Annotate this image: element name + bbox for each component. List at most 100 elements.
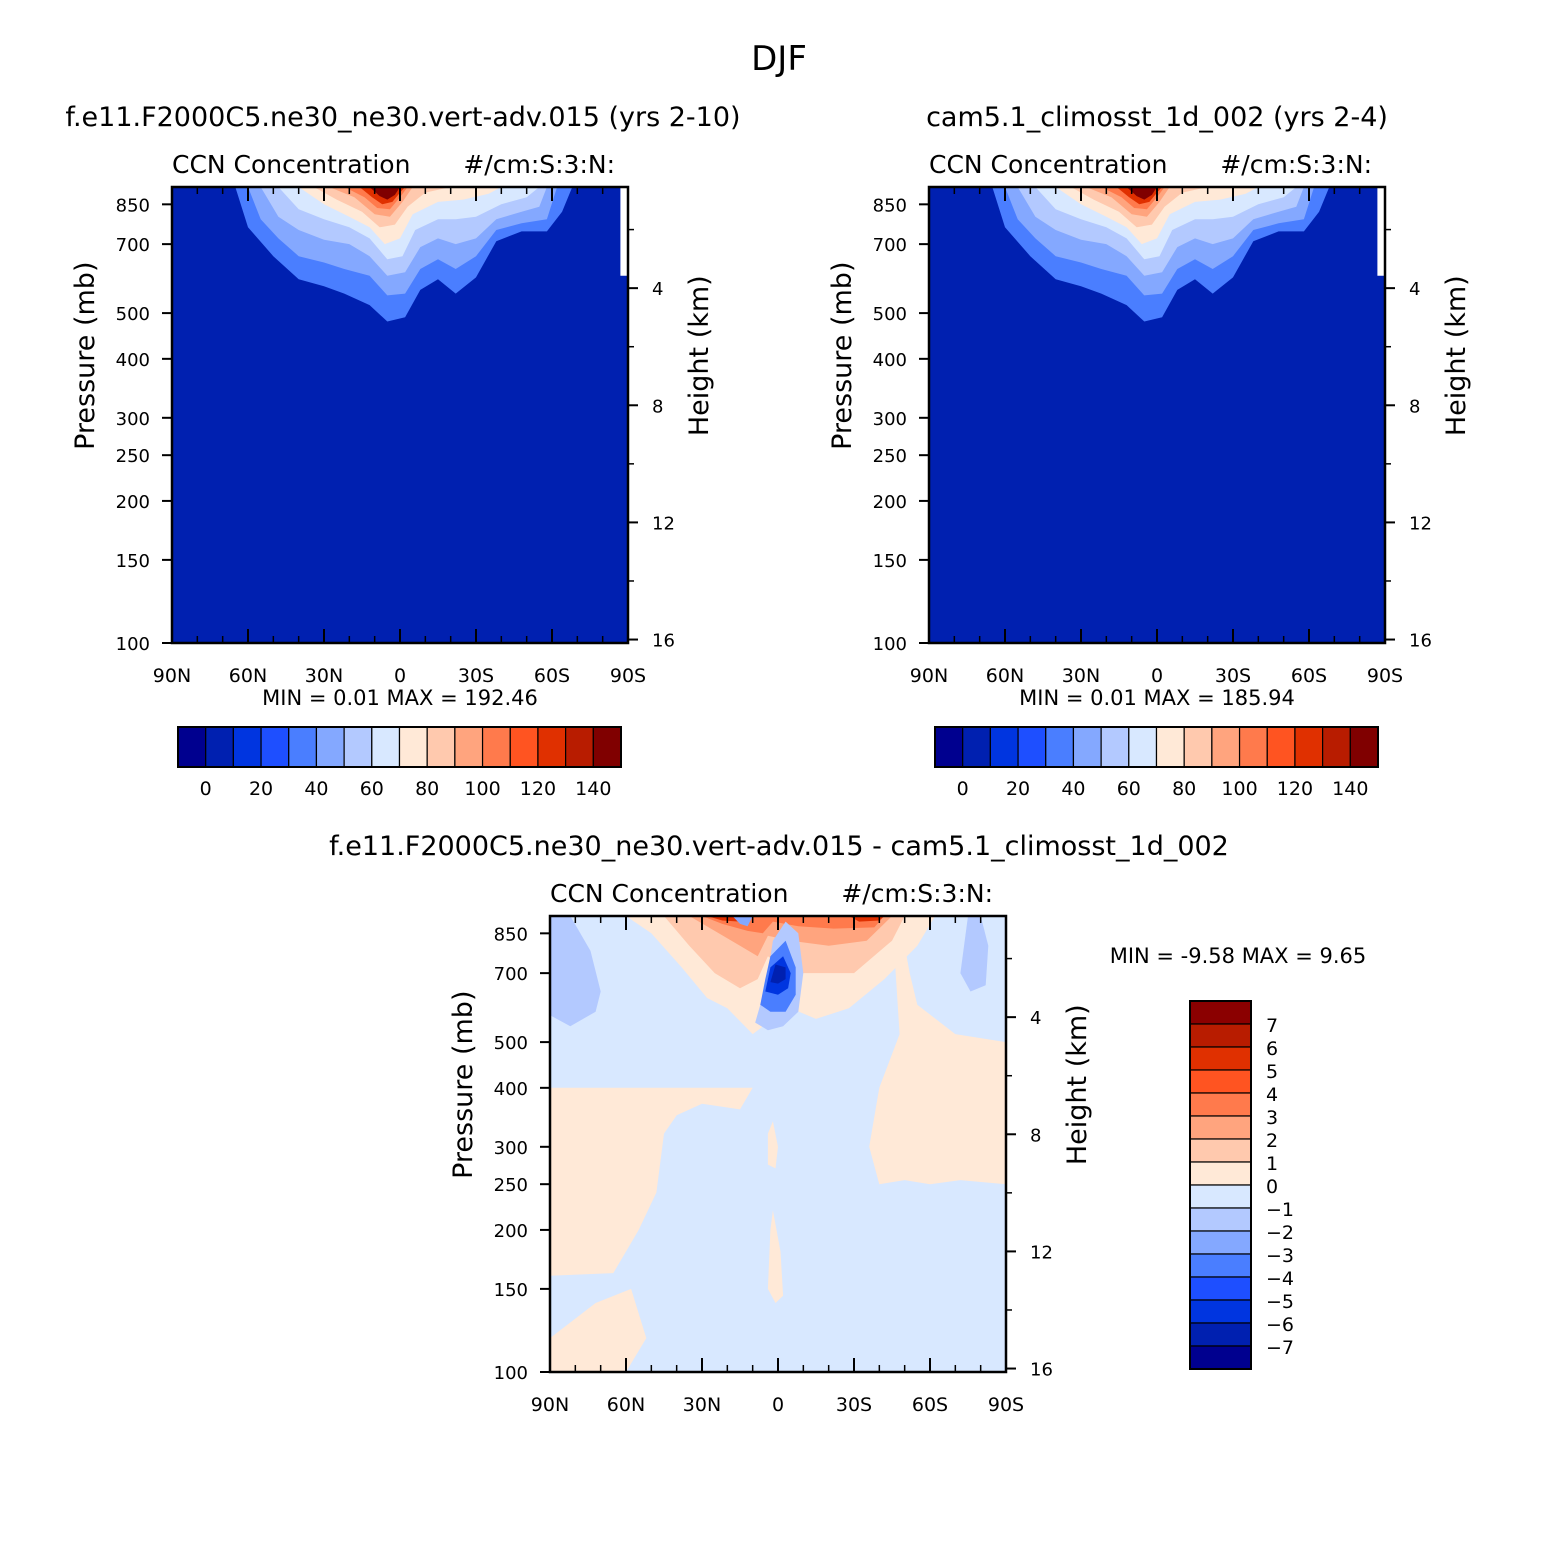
colorbar-label: 1 (1266, 1153, 1278, 1175)
y-right-axis-label: Height (km) (684, 275, 715, 436)
y-tick-label: 250 (494, 1175, 528, 1196)
colorbar-label: −4 (1266, 1268, 1294, 1290)
y-tick-label: 100 (494, 1363, 528, 1384)
colorbar-label: 5 (1266, 1061, 1278, 1083)
x-tick-label: 90S (988, 1394, 1024, 1416)
y-right-tick-label: 12 (652, 513, 675, 534)
colorbar-box (398, 726, 428, 768)
x-tick-label: 0 (772, 1394, 784, 1416)
x-tick-label: 30N (683, 1394, 721, 1416)
y-right-axis-label: Height (km) (1441, 275, 1472, 436)
colorbar-label: 0 (957, 778, 969, 800)
y-tick-label: 850 (873, 195, 907, 216)
y-tick-label: 700 (116, 235, 150, 256)
colorbar-box (1189, 1230, 1252, 1255)
colorbar-label: 40 (304, 778, 328, 800)
y-tick-label: 250 (873, 446, 907, 467)
y-tick-label: 300 (494, 1138, 528, 1159)
colorbar-box (565, 726, 594, 768)
colorbar-box (481, 726, 511, 768)
colorbar-frame (177, 726, 622, 768)
colorbar-label: 80 (415, 778, 439, 800)
x-tick-label: 60N (986, 665, 1024, 687)
colorbar-box (288, 726, 318, 768)
colorbar-box (1189, 1069, 1252, 1094)
contour-level-12 (848, 916, 885, 922)
colorbar-box (934, 726, 964, 768)
colorbar-label: −7 (1266, 1337, 1294, 1359)
contour-level-6 (550, 916, 601, 1027)
y-right-tick-label: 12 (1030, 1242, 1053, 1263)
x-tick-label: 30S (458, 665, 494, 687)
y-tick-label: 150 (116, 551, 150, 572)
colorbar-label: 60 (1117, 778, 1141, 800)
y-tick-label: 500 (116, 304, 150, 325)
colorbar-label: 20 (1006, 778, 1030, 800)
y-tick-label: 300 (116, 409, 150, 430)
colorbar-box (1189, 1184, 1252, 1209)
y-tick-label: 700 (494, 964, 528, 985)
y-right-tick-label: 16 (652, 631, 675, 652)
contour-level-1 (550, 1087, 753, 1276)
x-tick-label: 90N (153, 665, 191, 687)
y-right-axis-label: Height (km) (1062, 1004, 1093, 1165)
colorbar-label: 100 (1221, 778, 1257, 800)
min-max-label: MIN = 0.01 MAX = 192.46 (262, 686, 538, 710)
colorbar-label: −3 (1266, 1245, 1294, 1267)
colorbar-box (1017, 726, 1047, 768)
colorbar-box (232, 726, 262, 768)
colorbar-box (1189, 1253, 1252, 1278)
panel-title: cam5.1_climosst_1d_002 (yrs 2-4) (926, 102, 1388, 133)
colorbar-label: 140 (1332, 778, 1368, 800)
y-right-tick-label: 8 (652, 396, 663, 417)
panel-3: f.e11.F2000C5.ne30_ne30.vert-adv.015 - c… (329, 831, 1366, 1416)
colorbar-box (1189, 1023, 1252, 1048)
colorbar-box (1189, 1345, 1252, 1370)
x-tick-label: 90N (910, 665, 948, 687)
colorbar: 0 20 40 60 80 100 120 140 (934, 726, 1379, 800)
colorbar-box (343, 726, 373, 768)
colorbar-label: −1 (1266, 1199, 1294, 1221)
colorbar-box (1189, 1115, 1252, 1140)
contour-level-5 (767, 1121, 778, 1169)
contour-field (550, 916, 1006, 1372)
x-tick-label: 0 (1151, 665, 1163, 687)
colorbar-box (454, 726, 484, 768)
y-right-tick-label: 12 (1409, 513, 1432, 534)
colorbar-frame (934, 726, 1379, 768)
y-tick-label: 150 (873, 551, 907, 572)
max-label: MAX = (1235, 944, 1313, 968)
colorbar-box (1189, 1207, 1252, 1232)
colorbar-box (1045, 726, 1075, 768)
min-value: -9.58 (1174, 944, 1235, 968)
colorbar-label: 3 (1266, 1107, 1278, 1129)
y-tick-label: 500 (873, 304, 907, 325)
colorbar-label: 80 (1172, 778, 1196, 800)
colorbar-box (537, 726, 567, 768)
y-axis-label: Pressure (mb) (827, 262, 858, 450)
colorbar-box (315, 726, 345, 768)
y-right-tick-label: 4 (1409, 279, 1420, 300)
contour-field (929, 187, 1385, 643)
colorbar-label: 40 (1061, 778, 1085, 800)
y-tick-label: 200 (116, 492, 150, 513)
contour-level-17 (732, 916, 753, 927)
contour-level-0 (550, 1288, 647, 1372)
y-tick-label: 300 (873, 409, 907, 430)
colorbar-box (1189, 1138, 1252, 1163)
colorbar-box (1072, 726, 1102, 768)
y-right-tick-label: 4 (1030, 1008, 1041, 1029)
contour-level-9 (369, 187, 400, 200)
colorbar-box (1100, 726, 1130, 768)
colorbar: 0 20 40 60 80 100 120 140 (177, 726, 622, 800)
colorbar-label: 60 (360, 778, 384, 800)
colorbar-label: 0 (1266, 1176, 1278, 1198)
y-tick-label: 100 (116, 634, 150, 655)
y-axis-label: Pressure (mb) (70, 262, 101, 450)
y-tick-label: 850 (494, 924, 528, 945)
max-value: 192.46 (458, 686, 538, 710)
x-tick-label: 30N (305, 665, 343, 687)
y-right-tick-label: 8 (1409, 396, 1420, 417)
colorbar-frame (1189, 1000, 1252, 1370)
